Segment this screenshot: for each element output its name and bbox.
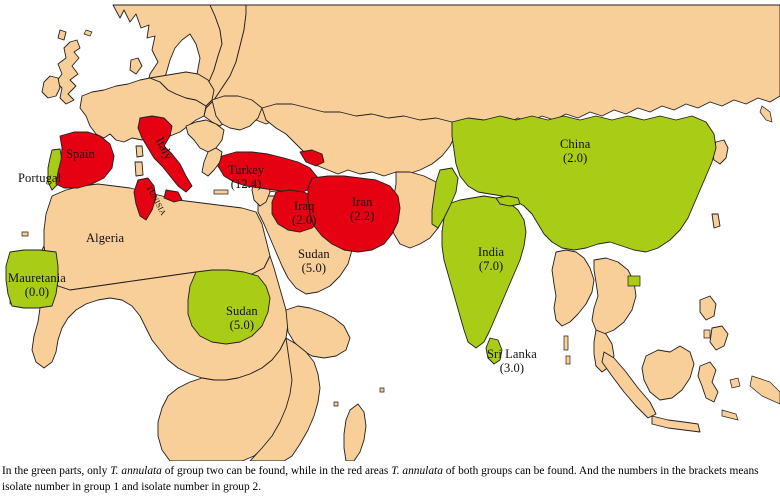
- label-sri-lanka-value: (3.0): [499, 360, 525, 375]
- island-java: [652, 416, 700, 432]
- label-iran-name: Iran: [351, 195, 373, 209]
- country-ukraine: [212, 96, 262, 130]
- marker-south-china-green: [628, 276, 640, 286]
- island-moluccas: [730, 378, 740, 388]
- country-italy-sicily-red: [164, 190, 182, 202]
- country-nepal-green: [496, 196, 520, 206]
- caption-part-2: of group two can be found, while in the …: [161, 465, 392, 477]
- island-iceland-fragment: [84, 30, 92, 36]
- label-turkey: Turkey (12.4): [228, 163, 265, 191]
- country-balkans: [186, 120, 224, 152]
- label-arabia-sudan: Sudan (5.0): [298, 247, 330, 275]
- label-mauretania-name: Mauretania: [8, 271, 66, 285]
- island-taiwan: [712, 214, 720, 228]
- country-iran-red: [308, 176, 400, 252]
- country-myanmar-sea: [552, 250, 594, 326]
- label-turkey-name: Turkey: [228, 163, 265, 177]
- region-group-both: [56, 116, 400, 252]
- label-sudan-name: Sudan: [226, 304, 258, 318]
- country-sudan-green: [188, 270, 270, 344]
- label-mauretania-value: (0.0): [24, 284, 50, 299]
- island-philippines-2: [710, 326, 728, 350]
- country-indochina: [592, 258, 636, 334]
- label-india: India (7.0): [478, 245, 505, 273]
- label-china-name: China: [560, 137, 591, 151]
- island-timor: [722, 410, 738, 420]
- label-india-value: (7.0): [478, 258, 504, 273]
- label-china-value: (2.0): [562, 150, 588, 165]
- label-sudan: Sudan (5.0): [226, 304, 258, 332]
- label-arabia-sudan-value: (5.0): [301, 260, 327, 275]
- label-portugal: Portugal: [18, 171, 62, 186]
- label-iraq-name: Iraq: [293, 199, 315, 213]
- island-philippines-1: [700, 296, 716, 320]
- country-east-africa: [250, 338, 320, 461]
- island-sardinia: [135, 162, 143, 176]
- region-africa: [10, 184, 384, 461]
- label-portugal-name: Portugal: [18, 171, 62, 185]
- label-turkey-value: (12.4): [230, 176, 262, 191]
- country-italy-red: [138, 116, 192, 192]
- island-philippines-3: [704, 330, 710, 338]
- caption-italic-2: T. annulata: [391, 465, 443, 477]
- label-india-name: India: [478, 245, 505, 259]
- island-comoros: [334, 402, 338, 406]
- island-corsica: [136, 146, 143, 157]
- island-crete: [214, 190, 228, 194]
- island-seychelles: [380, 388, 384, 392]
- country-pakistan-green-sliver: [432, 168, 458, 228]
- island-hebrides: [58, 30, 66, 40]
- world-map-svg: .c-tan{fill:#F8CE99;} .c-red{fill:#E5001…: [5, 4, 780, 461]
- island-japan-fragment: [760, 106, 772, 122]
- label-sri-lanka: Sri Lanka (3.0): [487, 347, 537, 375]
- caption-part-1: In the green parts, only: [2, 465, 111, 477]
- country-mauretania-green: [6, 250, 58, 308]
- label-iran: Iran (2.2): [350, 195, 375, 223]
- country-greece: [202, 148, 222, 176]
- country-ireland: [42, 76, 60, 98]
- label-algeria: Algeria: [86, 231, 125, 246]
- label-sri-lanka-name: Sri Lanka: [487, 347, 537, 361]
- label-iraq: Iraq (2.0): [292, 199, 317, 227]
- label-china: China (2.0): [560, 137, 591, 165]
- label-iraq-value: (2.0): [292, 212, 317, 227]
- figure-caption: In the green parts, only T. annulata of …: [0, 461, 780, 499]
- label-spain: Spain: [66, 147, 95, 162]
- caption-line-2: means isolate number in group 1 and isol…: [2, 465, 759, 493]
- map-canvas: .c-tan{fill:#F8CE99;} .c-red{fill:#E5001…: [5, 4, 780, 461]
- island-papua-west: [750, 376, 780, 404]
- island-nicobar: [566, 356, 570, 364]
- country-denmark: [130, 58, 142, 74]
- island-madagascar: [344, 404, 366, 461]
- label-spain-name: Spain: [66, 147, 95, 161]
- country-sri-lanka-green: [486, 338, 502, 364]
- label-iran-value: (2.2): [350, 208, 375, 223]
- country-georgia-caucasus-red: [300, 150, 324, 166]
- caption-part-3: of both groups can be found. And the num…: [442, 465, 727, 477]
- label-algeria-name: Algeria: [86, 231, 125, 245]
- label-arabia-sudan-name: Sudan: [298, 247, 330, 261]
- country-great-britain: [56, 40, 80, 104]
- region-group-two-only: [6, 116, 716, 364]
- country-spain-red: [56, 132, 114, 188]
- label-sudan-value: (5.0): [229, 317, 255, 332]
- island-sulawesi: [698, 362, 718, 402]
- region-europe: [42, 5, 780, 194]
- country-tunisia-red: [134, 178, 156, 220]
- caption-italic-1: T. annulata: [110, 465, 162, 477]
- island-borneo: [642, 346, 694, 400]
- label-mauretania: Mauretania (0.0): [8, 271, 66, 299]
- island-canary: [22, 232, 28, 236]
- island-andaman: [564, 336, 568, 350]
